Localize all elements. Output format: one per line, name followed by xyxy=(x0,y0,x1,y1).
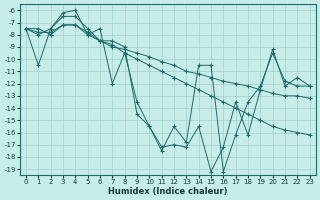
X-axis label: Humidex (Indice chaleur): Humidex (Indice chaleur) xyxy=(108,187,228,196)
